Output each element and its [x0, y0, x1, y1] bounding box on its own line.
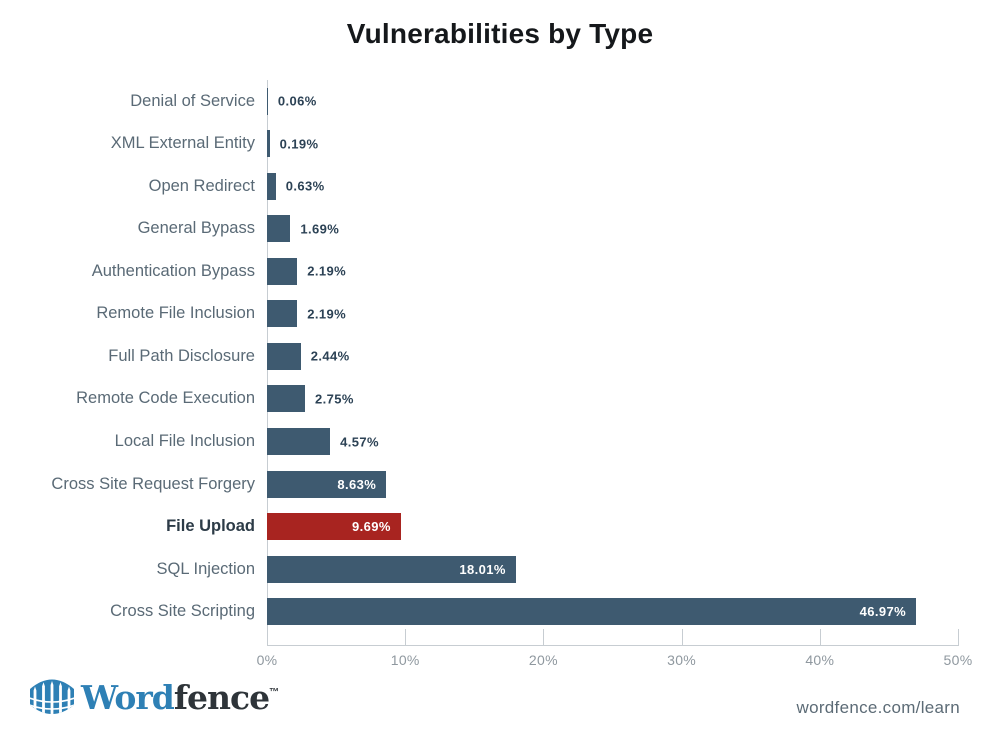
value-label: 46.97% [859, 604, 907, 620]
axis-tick [681, 629, 683, 645]
chart-row: Local File Inclusion 4.57% [0, 420, 1000, 463]
tick-label: 0% [256, 652, 278, 668]
bar-track: 2.75% [267, 385, 958, 413]
bar [267, 130, 270, 158]
category-label: File Upload [166, 517, 255, 536]
value-label: 1.69% [300, 221, 340, 237]
chart-title: Vulnerabilities by Type [346, 18, 654, 49]
bar-track: 1.69% [267, 215, 958, 243]
value-label: 0.19% [279, 136, 319, 152]
value-label: 2.19% [307, 306, 347, 322]
bar [267, 257, 298, 285]
bar [267, 87, 268, 115]
chart-row: File Upload 9.69% [0, 505, 1000, 548]
bar [267, 300, 298, 328]
category-label: General Bypass [137, 219, 255, 238]
bar [267, 342, 301, 370]
bar-track: 2.19% [267, 300, 958, 328]
axis-tick [543, 629, 545, 645]
bar-track: 0.19% [267, 130, 958, 158]
wordfence-wordmark: Wordfence™ [81, 681, 279, 714]
bar-track: 9.69% [267, 513, 958, 541]
bar-chart: Denial of Service 0.06% XML External Ent… [0, 80, 1000, 633]
chart-row: Cross Site Scripting 46.97% [0, 590, 1000, 633]
value-label: 2.75% [315, 391, 354, 407]
value-label: 4.57% [340, 434, 380, 450]
bar [267, 428, 331, 456]
category-label: Local File Inclusion [114, 432, 255, 451]
chart-row: Authentication Bypass 2.19% [0, 250, 1000, 293]
bar-track: 18.01% [267, 555, 958, 583]
axis-tick [405, 629, 407, 645]
bar: 8.63% [267, 470, 387, 498]
value-label: 18.01% [459, 561, 506, 577]
value-label: 8.63% [337, 476, 377, 492]
tick-label: 30% [667, 652, 697, 668]
category-label: SQL Injection [156, 559, 255, 578]
bar-track: 2.44% [267, 342, 958, 370]
logo-fence: fence [173, 677, 270, 717]
chart-row: Cross Site Request Forgery 8.63% [0, 463, 1000, 506]
bar [267, 215, 291, 243]
trademark-symbol: ™ [269, 686, 280, 698]
value-label: 0.63% [285, 178, 325, 194]
category-label: Full Path Disclosure [108, 346, 255, 365]
bar-track: 0.63% [267, 172, 958, 200]
chart-row: General Bypass 1.69% [0, 208, 1000, 251]
logo-word: Word [81, 677, 175, 717]
tick-label: 40% [805, 652, 835, 668]
chart-row: Remote Code Execution 2.75% [0, 378, 1000, 421]
bar: 46.97% [267, 598, 917, 626]
bar: 9.69% [267, 513, 401, 541]
value-label: 9.69% [352, 519, 391, 535]
category-label: Remote File Inclusion [96, 304, 255, 323]
axis-tick [819, 629, 821, 645]
tick-label: 10% [390, 652, 420, 668]
value-label: 0.06% [277, 93, 317, 109]
category-label: Open Redirect [148, 176, 255, 195]
category-label: Remote Code Execution [76, 389, 255, 408]
bar-track: 0.06% [267, 87, 958, 115]
category-label: Cross Site Scripting [110, 602, 255, 621]
category-label: Denial of Service [130, 91, 255, 110]
chart-row: Open Redirect 0.63% [0, 165, 1000, 208]
tick-label: 20% [528, 652, 558, 668]
wordfence-logo: Wordfence™ [28, 674, 279, 720]
chart-row: SQL Injection 18.01% [0, 548, 1000, 591]
footer-link[interactable]: wordfence.com/learn [796, 698, 960, 717]
chart-row: Denial of Service 0.06% [0, 80, 1000, 123]
chart-row: XML External Entity 0.19% [0, 123, 1000, 166]
bar [267, 385, 305, 413]
bar-track: 8.63% [267, 470, 958, 498]
bar-track: 46.97% [267, 598, 958, 626]
category-label: XML External Entity [110, 134, 255, 153]
category-label: Cross Site Request Forgery [51, 474, 255, 493]
bar: 18.01% [267, 555, 516, 583]
bar-track: 4.57% [267, 428, 958, 456]
category-label: Authentication Bypass [91, 261, 255, 280]
bar [267, 172, 276, 200]
fence-shield-icon [30, 679, 74, 714]
chart-row: Remote File Inclusion 2.19% [0, 293, 1000, 336]
value-label: 2.19% [307, 263, 347, 279]
tick-label: 50% [943, 652, 973, 668]
chart-row: Full Path Disclosure 2.44% [0, 335, 1000, 378]
axis-tick [958, 629, 959, 645]
bar-track: 2.19% [267, 257, 958, 285]
x-axis-line [267, 645, 959, 646]
value-label: 2.44% [310, 348, 350, 364]
